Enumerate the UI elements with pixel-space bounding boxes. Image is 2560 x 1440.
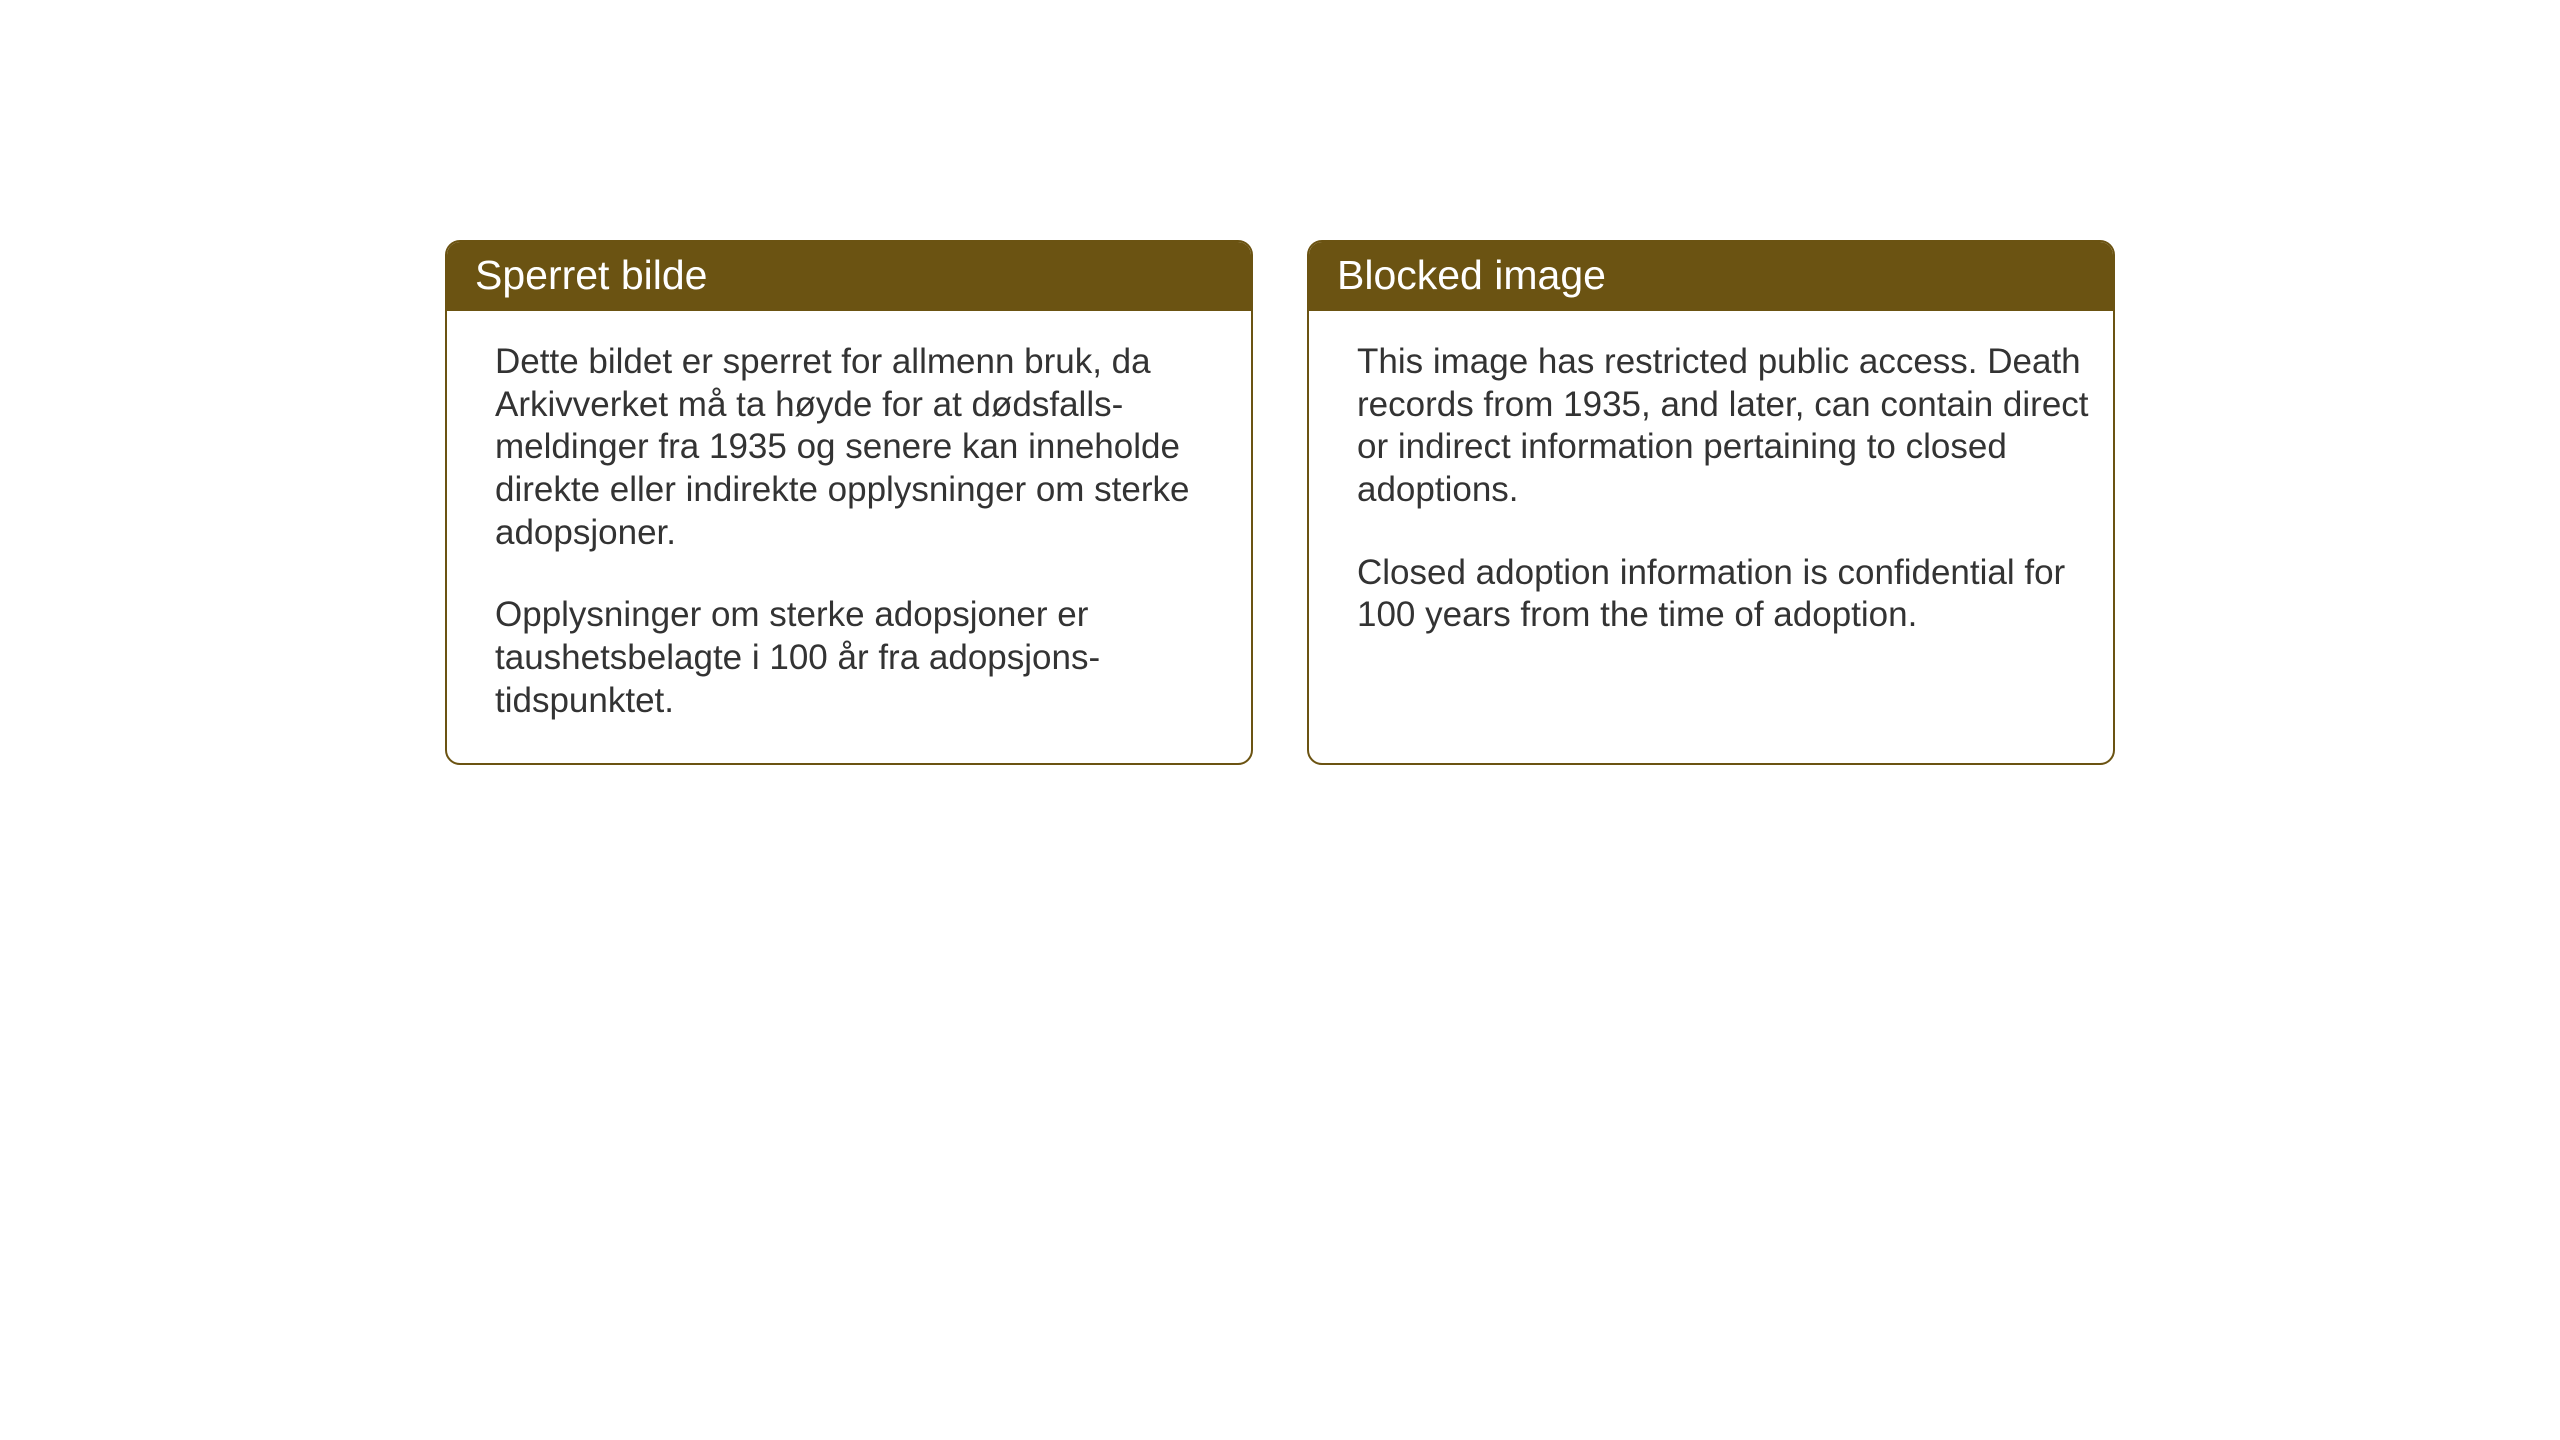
english-card: Blocked image This image has restricted … xyxy=(1307,240,2115,765)
english-paragraph-2: Closed adoption information is confident… xyxy=(1357,552,2093,637)
english-paragraph-1: This image has restricted public access.… xyxy=(1357,341,2093,512)
english-card-body: This image has restricted public access.… xyxy=(1309,311,2113,677)
norwegian-card: Sperret bilde Dette bildet er sperret fo… xyxy=(445,240,1253,765)
norwegian-paragraph-2: Opplysninger om sterke adopsjoner er tau… xyxy=(495,594,1231,722)
norwegian-card-header: Sperret bilde xyxy=(447,242,1251,311)
cards-container: Sperret bilde Dette bildet er sperret fo… xyxy=(445,240,2115,765)
norwegian-card-body: Dette bildet er sperret for allmenn bruk… xyxy=(447,311,1251,763)
english-card-header: Blocked image xyxy=(1309,242,2113,311)
norwegian-paragraph-1: Dette bildet er sperret for allmenn bruk… xyxy=(495,341,1231,554)
